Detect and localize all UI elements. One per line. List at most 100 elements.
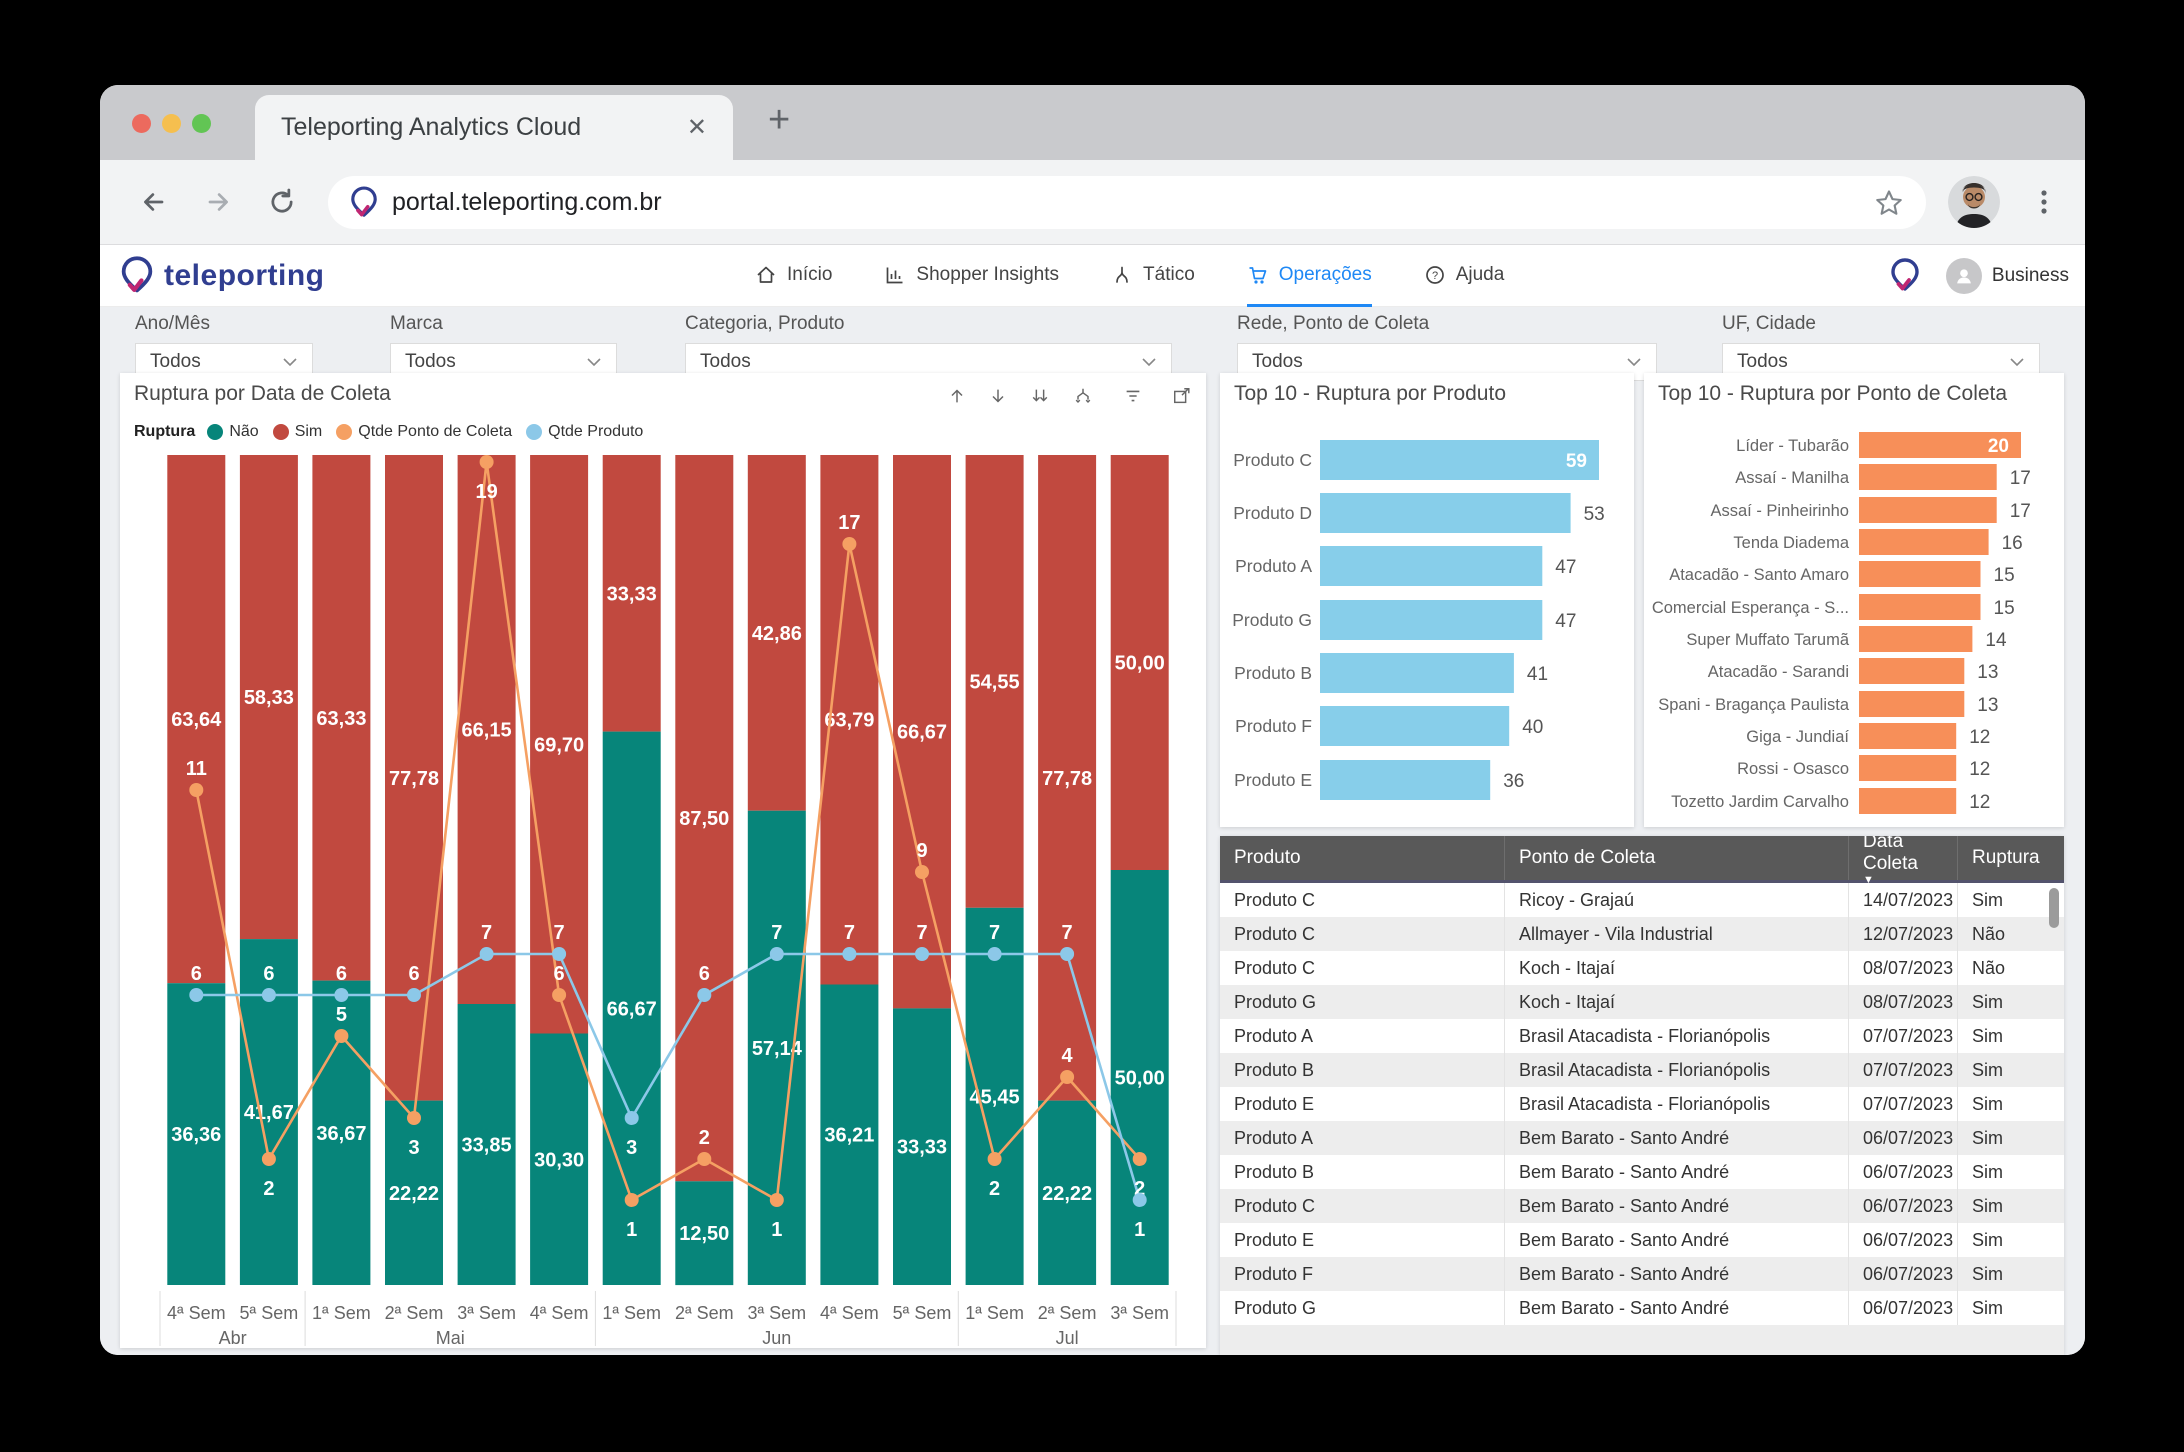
line-point[interactable] — [697, 988, 711, 1002]
bar[interactable] — [1859, 464, 1997, 490]
line-point[interactable] — [1133, 1152, 1147, 1166]
table-row[interactable]: Produto GBem Barato - Santo André06/07/2… — [1220, 1291, 2064, 1325]
line-value-label: 19 — [475, 481, 497, 503]
bar[interactable] — [1320, 600, 1542, 640]
column-header-3[interactable]: Ruptura — [1957, 836, 2064, 880]
nav-item-shopper-insights[interactable]: Shopper Insights — [884, 245, 1059, 307]
line-point[interactable] — [842, 947, 856, 961]
bar[interactable] — [1859, 788, 1956, 814]
line-point[interactable] — [1060, 1070, 1074, 1084]
column-header-1[interactable]: Ponto de Coleta — [1504, 836, 1848, 880]
table-scrollbar[interactable] — [2049, 888, 2059, 928]
bar[interactable] — [1320, 760, 1490, 800]
drill-down-icon[interactable] — [988, 386, 1008, 406]
legend-item-qtde-ponto[interactable]: Qtde Ponto de Coleta — [336, 423, 512, 441]
line-point[interactable] — [842, 537, 856, 551]
bar[interactable] — [1320, 440, 1599, 480]
line-point[interactable] — [625, 1193, 639, 1207]
table-row[interactable]: Produto BBem Barato - Santo André06/07/2… — [1220, 1155, 2064, 1189]
line-point[interactable] — [915, 865, 929, 879]
bar[interactable] — [1859, 561, 1981, 587]
close-window-button[interactable] — [132, 114, 151, 133]
table-row[interactable]: Produto EBem Barato - Santo André06/07/2… — [1220, 1223, 2064, 1257]
back-icon[interactable] — [138, 186, 170, 218]
nao-percent-label: 22,22 — [389, 1183, 439, 1205]
line-point[interactable] — [552, 988, 566, 1002]
line-point[interactable] — [480, 455, 494, 469]
url-bar[interactable]: portal.teleporting.com.br — [328, 176, 1926, 229]
bar[interactable] — [1859, 691, 1964, 717]
line-point[interactable] — [407, 1111, 421, 1125]
column-header-0[interactable]: Produto — [1220, 836, 1504, 880]
table-row[interactable]: Produto CAllmayer - Vila Industrial12/07… — [1220, 917, 2064, 951]
nav-item-tatico[interactable]: Tático — [1111, 245, 1195, 307]
url-text[interactable]: portal.teleporting.com.br — [392, 188, 1874, 217]
table-row[interactable]: Produto CKoch - Itajaí08/07/2023Não — [1220, 951, 2064, 985]
bar[interactable] — [1859, 529, 1989, 555]
line-point[interactable] — [407, 988, 421, 1002]
expand-all-hierarchy-icon[interactable] — [1072, 386, 1094, 406]
line-point[interactable] — [334, 988, 348, 1002]
teleporting-pin-icon[interactable] — [1890, 258, 1920, 294]
line-point[interactable] — [552, 947, 566, 961]
browser-menu-icon[interactable] — [2030, 188, 2058, 216]
filters-icon[interactable] — [1123, 386, 1143, 406]
drill-next-level-icon[interactable] — [1029, 386, 1051, 406]
close-tab-icon[interactable]: ✕ — [687, 113, 707, 142]
column-header-2[interactable]: Data Coleta▼ — [1848, 836, 1957, 880]
line-point[interactable] — [770, 947, 784, 961]
line-point[interactable] — [988, 947, 1002, 961]
bookmark-star-icon[interactable] — [1874, 188, 1904, 218]
app-logo[interactable]: teleporting — [120, 245, 325, 307]
forward-icon[interactable] — [202, 186, 234, 218]
line-point[interactable] — [915, 947, 929, 961]
line-point[interactable] — [189, 988, 203, 1002]
table-row[interactable]: Produto CRicoy - Grajaú14/07/2023Sim — [1220, 883, 2064, 917]
minimize-window-button[interactable] — [162, 114, 181, 133]
table-row[interactable]: Produto GKoch - Itajaí08/07/2023Sim — [1220, 985, 2064, 1019]
bar[interactable] — [1859, 723, 1956, 749]
bar[interactable] — [1859, 658, 1964, 684]
bar[interactable] — [1859, 497, 1997, 523]
browser-tab[interactable]: Teleporting Analytics Cloud ✕ — [255, 95, 733, 160]
nav-item-inicio[interactable]: Início — [755, 245, 832, 307]
line-point[interactable] — [334, 1029, 348, 1043]
zoom-window-button[interactable] — [192, 114, 211, 133]
bar[interactable] — [1859, 594, 1981, 620]
bar[interactable] — [1320, 653, 1514, 693]
reload-icon[interactable] — [266, 186, 298, 218]
table-row[interactable]: Produto ABrasil Atacadista - Florianópol… — [1220, 1019, 2064, 1053]
drill-up-icon[interactable] — [947, 386, 967, 406]
line-point[interactable] — [262, 988, 276, 1002]
profile-avatar[interactable] — [1948, 176, 2000, 228]
line-point[interactable] — [697, 1152, 711, 1166]
table-row[interactable]: Produto EBrasil Atacadista - Florianópol… — [1220, 1087, 2064, 1121]
bar[interactable] — [1320, 493, 1571, 533]
account-button[interactable]: Business — [1946, 258, 2069, 294]
table-row[interactable]: Produto FBem Barato - Santo André06/07/2… — [1220, 1257, 2064, 1291]
nav-item-operacoes[interactable]: Operações — [1247, 245, 1372, 307]
bar[interactable] — [1320, 546, 1542, 586]
bar[interactable] — [1859, 626, 1972, 652]
line-point[interactable] — [480, 947, 494, 961]
legend-item-qtde-produto[interactable]: Qtde Produto — [526, 423, 643, 441]
line-point[interactable] — [262, 1152, 276, 1166]
line-point[interactable] — [988, 1152, 1002, 1166]
legend-item-sim[interactable]: Sim — [273, 423, 323, 441]
line-point[interactable] — [625, 1111, 639, 1125]
table-row[interactable]: Produto BBrasil Atacadista - Florianópol… — [1220, 1053, 2064, 1087]
bar[interactable] — [1320, 706, 1509, 746]
line-value-label: 3 — [408, 1137, 419, 1159]
focus-mode-icon[interactable] — [1172, 386, 1192, 406]
line-point[interactable] — [1133, 1193, 1147, 1207]
bar[interactable] — [1859, 755, 1956, 781]
line-point[interactable] — [770, 1193, 784, 1207]
table-row[interactable]: Produto CBem Barato - Santo André06/07/2… — [1220, 1189, 2064, 1223]
legend-item-nao[interactable]: Não — [207, 423, 258, 441]
nav-item-ajuda[interactable]: ? Ajuda — [1424, 245, 1505, 307]
filter-categoria-produto: Categoria, Produto Todos — [685, 313, 1172, 381]
table-row[interactable]: Produto ABem Barato - Santo André06/07/2… — [1220, 1121, 2064, 1155]
line-point[interactable] — [189, 783, 203, 797]
line-point[interactable] — [1060, 947, 1074, 961]
new-tab-button[interactable]: + — [768, 99, 790, 142]
